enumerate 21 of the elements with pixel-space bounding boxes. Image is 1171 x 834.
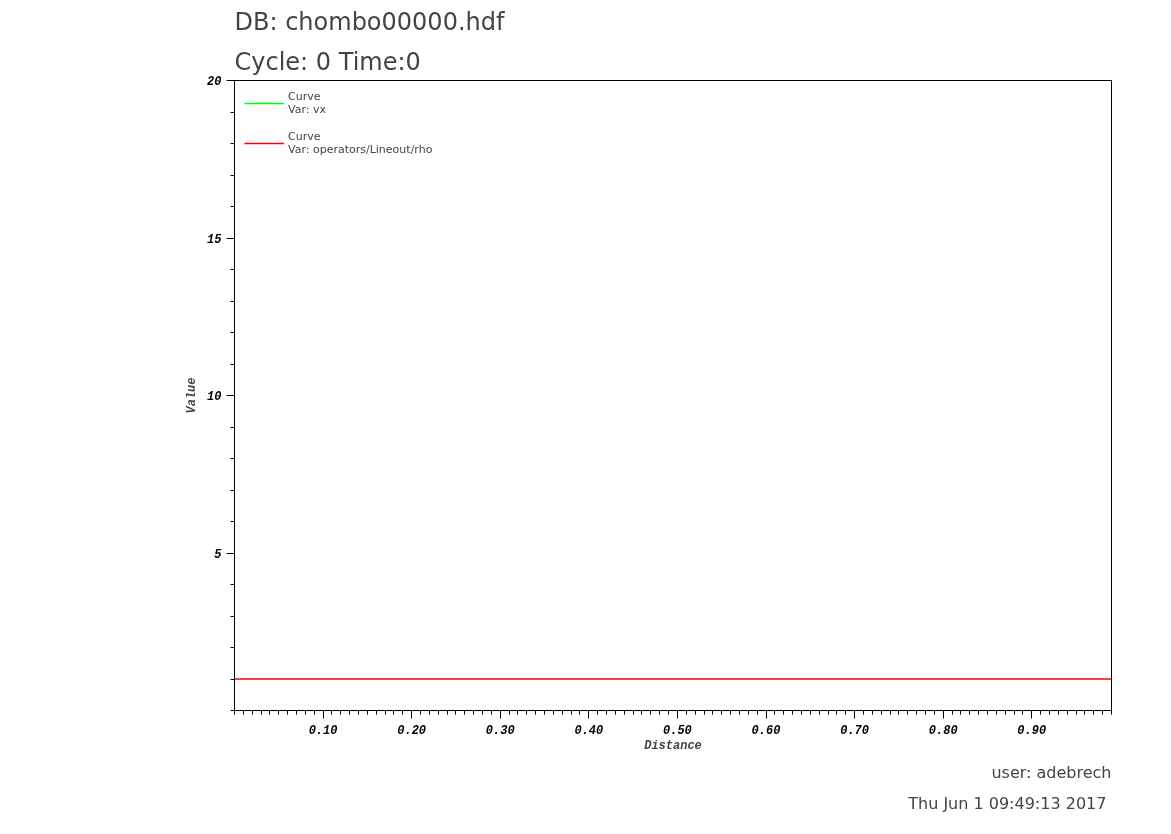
legend-label: Curve Var: operators/Lineout/rho <box>288 130 433 156</box>
y-tick-label: 10 <box>207 390 222 404</box>
x-tick-label: 0.20 <box>397 723 427 738</box>
y-tick-label: 20 <box>207 75 222 89</box>
x-tick-label: 0.90 <box>1017 723 1047 738</box>
x-axis-title: Distance <box>644 738 702 753</box>
x-tick-label: 0.80 <box>928 723 958 738</box>
x-tick-label: 0.50 <box>663 723 692 738</box>
x-tick-label: 0.40 <box>574 723 604 738</box>
chart-subtitle: Cycle: 0 Time:0 <box>234 47 421 76</box>
text: user: adebrech <box>991 762 1112 782</box>
y-tick-label: 15 <box>207 232 223 247</box>
x-tick-label: 0.10 <box>308 723 338 738</box>
text: Thu Jun 1 09:49:13 2017 <box>907 793 1107 813</box>
y-axis-title: Value <box>185 377 200 414</box>
x-tick-label: 0.60 <box>751 723 781 738</box>
chart-title: DB: chombo00000.hdf <box>234 7 505 36</box>
y-tick-label: 5 <box>214 547 223 562</box>
legend-label: Curve Var: vx <box>288 90 326 116</box>
x-tick-label: 0.70 <box>840 723 870 738</box>
x-tick-label: 0.30 <box>485 723 515 738</box>
